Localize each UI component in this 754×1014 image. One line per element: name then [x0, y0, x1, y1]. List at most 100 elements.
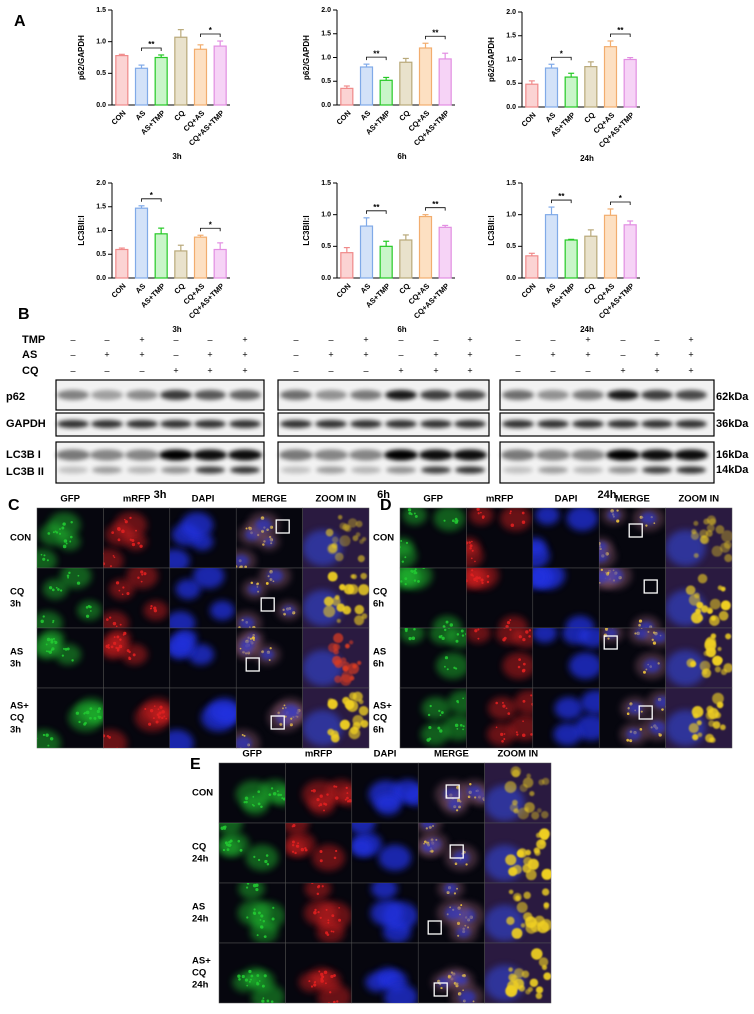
puncta	[313, 983, 317, 987]
tile-content	[304, 883, 352, 943]
cell	[42, 579, 68, 600]
zoom-puncta	[358, 706, 369, 716]
puncta	[132, 653, 136, 657]
puncta	[522, 699, 526, 703]
tile-content	[370, 883, 419, 943]
puncta	[66, 647, 70, 651]
y-tick-label: 1.5	[506, 180, 516, 187]
treatment-sign: +	[654, 349, 659, 359]
treatment-sign: +	[620, 365, 625, 375]
treatment-sign: –	[550, 334, 555, 344]
image-tile	[351, 882, 419, 944]
zoom-puncta	[526, 773, 531, 779]
band	[571, 449, 605, 461]
puncta	[263, 935, 266, 938]
puncta	[486, 580, 490, 584]
y-tick-label: 1.0	[506, 56, 516, 63]
image-tile	[235, 627, 303, 689]
image-tile	[36, 507, 104, 569]
puncta	[467, 795, 471, 799]
band	[229, 390, 261, 400]
tile-content	[368, 779, 419, 816]
y-axis-label: LC3BII:I	[77, 215, 86, 245]
puncta	[404, 556, 407, 559]
size-label: 14kDa	[716, 464, 749, 476]
image-tile	[665, 687, 733, 749]
puncta	[126, 591, 130, 596]
row-label: 6h	[373, 725, 384, 736]
zoom-puncta	[357, 555, 365, 563]
image-tile	[532, 627, 600, 689]
puncta	[42, 557, 46, 561]
zoom-puncta	[359, 539, 364, 544]
puncta	[607, 637, 610, 640]
zoom-puncta	[706, 607, 714, 614]
y-tick-label: 0.0	[96, 102, 106, 109]
puncta	[444, 656, 449, 660]
zoom-box	[260, 597, 275, 612]
cell	[370, 900, 404, 927]
treatment-sign: +	[363, 334, 368, 344]
puncta	[115, 625, 118, 628]
puncta	[469, 544, 473, 548]
merge-nucleus	[599, 541, 608, 551]
y-tick-label: 1.0	[321, 212, 331, 219]
puncta	[629, 739, 633, 743]
row-label: AS+	[10, 701, 29, 712]
cell	[532, 568, 550, 589]
zoom-puncta	[702, 670, 708, 675]
tile-content	[302, 779, 352, 816]
tile-content	[599, 568, 661, 628]
puncta	[60, 589, 63, 592]
puncta	[62, 544, 67, 549]
tile-content	[302, 691, 369, 746]
y-tick-label: 0.5	[96, 70, 106, 77]
zoom-puncta	[358, 584, 370, 596]
puncta	[49, 737, 54, 741]
puncta	[45, 733, 49, 737]
band	[641, 420, 673, 428]
puncta	[249, 637, 252, 641]
cell	[245, 844, 279, 871]
row-label: AS+	[192, 956, 211, 967]
x-tick-label: CON	[334, 108, 352, 126]
puncta	[103, 744, 104, 746]
image-tile	[218, 882, 286, 944]
y-tick-label: 1.0	[321, 54, 331, 61]
puncta	[279, 793, 283, 797]
zoom-puncta	[337, 514, 343, 520]
tile-content	[103, 697, 170, 748]
cell	[400, 537, 414, 556]
puncta	[153, 606, 157, 610]
size-label: 62kDa	[716, 391, 749, 403]
zoom-puncta	[709, 598, 721, 610]
zoom-puncta	[343, 584, 355, 595]
zoom-puncta	[718, 610, 729, 621]
treatment-sign: –	[550, 365, 555, 375]
x-tick-label: CQ	[582, 110, 596, 124]
zoom-puncta	[540, 919, 552, 931]
image-tile	[218, 942, 286, 1004]
band	[127, 466, 157, 474]
size-label: 16kDa	[716, 449, 749, 461]
band	[537, 390, 569, 400]
image-tile	[598, 627, 666, 689]
zoom-puncta	[543, 902, 550, 908]
puncta	[400, 580, 403, 583]
puncta	[449, 623, 454, 627]
tile-content	[169, 697, 237, 748]
tile-content	[487, 690, 533, 746]
puncta	[501, 701, 504, 704]
puncta	[319, 803, 323, 807]
puncta	[43, 554, 46, 557]
band	[126, 390, 158, 400]
column-header: ZOOM IN	[497, 749, 538, 760]
significance-bracket	[366, 56, 387, 61]
significance-label: *	[150, 191, 154, 200]
puncta	[139, 544, 143, 548]
zoom-puncta	[331, 536, 339, 544]
significance-label: **	[148, 40, 155, 49]
column-header: MERGE	[434, 749, 469, 760]
zoom-puncta	[336, 618, 341, 623]
panel-label: E	[190, 756, 201, 773]
